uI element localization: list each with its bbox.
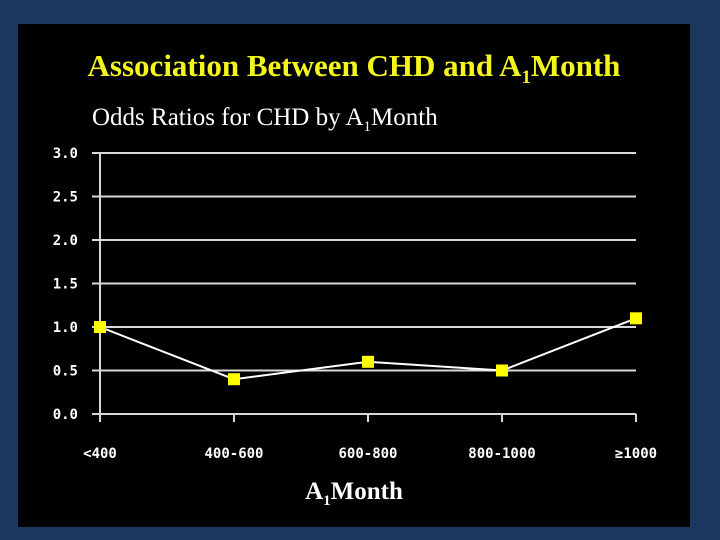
chart-title: Association Between CHD and A1Month — [87, 48, 621, 89]
y-tick-label: 1.5 — [53, 277, 78, 293]
y-tick-label: 0.5 — [53, 364, 78, 380]
y-tick-label: 2.0 — [53, 233, 78, 249]
slide-panel: Association Between CHD and A1Month Odds… — [18, 24, 690, 527]
data-point — [362, 355, 374, 368]
y-tick-label: 0.0 — [53, 407, 78, 423]
chart-subtitle: Odds Ratios for CHD by A1Month — [92, 104, 438, 135]
data-point — [496, 364, 508, 377]
y-tick-label: 3.0 — [53, 146, 78, 162]
x-tick-label: ≥1000 — [615, 446, 657, 462]
x-tick-label: <400 — [83, 446, 117, 462]
x-tick-label: 600-800 — [338, 446, 397, 462]
x-axis-label: A1Month — [305, 478, 403, 509]
data-point — [630, 312, 642, 325]
line-chart: 0.0 0.5 1.0 1.5 2.0 2.5 3.0 <400 400-600 600-800 8… — [53, 146, 657, 462]
x-tick-label: 800-1000 — [468, 446, 535, 462]
data-point — [94, 321, 106, 333]
y-tick-label: 2.5 — [53, 190, 78, 206]
x-tick-label: 400-600 — [204, 446, 263, 462]
data-point — [228, 373, 240, 386]
y-tick-label: 1.0 — [53, 320, 78, 336]
